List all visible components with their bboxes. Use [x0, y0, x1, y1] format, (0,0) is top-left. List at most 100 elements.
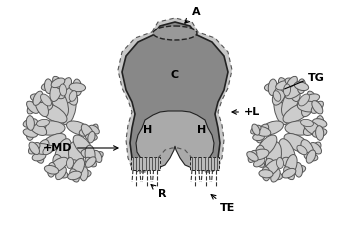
- Ellipse shape: [276, 81, 292, 90]
- Ellipse shape: [23, 129, 37, 137]
- Ellipse shape: [80, 167, 88, 181]
- Ellipse shape: [47, 84, 65, 99]
- Text: R: R: [151, 185, 167, 199]
- Polygon shape: [122, 22, 228, 169]
- Ellipse shape: [310, 143, 322, 154]
- Ellipse shape: [248, 150, 257, 163]
- Ellipse shape: [40, 134, 66, 153]
- Ellipse shape: [265, 159, 278, 177]
- Ellipse shape: [85, 134, 97, 141]
- Ellipse shape: [93, 150, 102, 163]
- Ellipse shape: [81, 124, 93, 139]
- Ellipse shape: [272, 83, 287, 105]
- Ellipse shape: [26, 126, 34, 140]
- Ellipse shape: [267, 142, 281, 170]
- Ellipse shape: [28, 120, 47, 135]
- Ellipse shape: [253, 134, 265, 141]
- Ellipse shape: [297, 145, 307, 155]
- Ellipse shape: [304, 152, 318, 161]
- Text: TG: TG: [308, 73, 325, 83]
- Ellipse shape: [313, 129, 327, 137]
- Ellipse shape: [70, 169, 79, 182]
- Ellipse shape: [294, 82, 309, 91]
- Ellipse shape: [255, 131, 262, 143]
- Ellipse shape: [81, 149, 99, 160]
- Ellipse shape: [90, 124, 98, 135]
- Ellipse shape: [307, 91, 317, 105]
- Ellipse shape: [69, 83, 85, 92]
- Ellipse shape: [301, 119, 314, 127]
- Text: A: A: [185, 7, 200, 23]
- Ellipse shape: [33, 91, 43, 105]
- Polygon shape: [190, 157, 219, 170]
- Ellipse shape: [288, 81, 300, 101]
- Ellipse shape: [251, 125, 261, 134]
- Ellipse shape: [276, 158, 284, 169]
- Ellipse shape: [36, 140, 49, 159]
- Ellipse shape: [89, 125, 99, 134]
- Ellipse shape: [283, 103, 311, 123]
- Ellipse shape: [68, 171, 82, 180]
- Ellipse shape: [33, 144, 52, 154]
- Text: TE: TE: [211, 194, 235, 213]
- Ellipse shape: [43, 145, 53, 155]
- Ellipse shape: [52, 76, 63, 89]
- Ellipse shape: [298, 79, 306, 94]
- Ellipse shape: [28, 120, 47, 135]
- Ellipse shape: [44, 79, 52, 94]
- Ellipse shape: [265, 83, 281, 92]
- Ellipse shape: [55, 139, 71, 167]
- Ellipse shape: [298, 101, 319, 112]
- Ellipse shape: [73, 135, 93, 157]
- Ellipse shape: [79, 127, 96, 136]
- Ellipse shape: [34, 150, 44, 163]
- Ellipse shape: [306, 150, 316, 163]
- Text: +L: +L: [232, 107, 260, 117]
- Ellipse shape: [264, 160, 280, 176]
- Ellipse shape: [301, 140, 314, 159]
- Ellipse shape: [27, 101, 38, 114]
- Ellipse shape: [35, 96, 48, 117]
- Ellipse shape: [85, 157, 96, 167]
- Ellipse shape: [270, 85, 289, 104]
- Ellipse shape: [257, 135, 277, 157]
- Ellipse shape: [23, 119, 37, 127]
- Ellipse shape: [294, 162, 302, 177]
- Ellipse shape: [273, 91, 281, 101]
- Ellipse shape: [69, 91, 77, 101]
- Ellipse shape: [63, 83, 78, 105]
- Ellipse shape: [253, 157, 265, 167]
- Ellipse shape: [66, 121, 90, 135]
- Ellipse shape: [60, 91, 76, 125]
- Ellipse shape: [282, 169, 296, 178]
- Ellipse shape: [50, 81, 62, 101]
- Ellipse shape: [284, 134, 310, 153]
- Ellipse shape: [285, 121, 315, 135]
- Ellipse shape: [284, 84, 290, 96]
- Ellipse shape: [66, 158, 74, 169]
- Ellipse shape: [73, 79, 82, 95]
- Ellipse shape: [39, 103, 67, 123]
- Ellipse shape: [61, 78, 71, 93]
- Text: H: H: [197, 125, 206, 135]
- Ellipse shape: [304, 94, 320, 103]
- Ellipse shape: [279, 139, 295, 167]
- Ellipse shape: [26, 116, 34, 130]
- Ellipse shape: [72, 159, 85, 177]
- Ellipse shape: [268, 79, 277, 95]
- Ellipse shape: [69, 142, 83, 170]
- Ellipse shape: [60, 84, 66, 96]
- Ellipse shape: [298, 144, 317, 154]
- Ellipse shape: [311, 101, 323, 113]
- Ellipse shape: [53, 154, 64, 175]
- Ellipse shape: [254, 157, 265, 167]
- Ellipse shape: [54, 169, 68, 178]
- Text: H: H: [144, 125, 153, 135]
- Ellipse shape: [284, 167, 294, 180]
- Ellipse shape: [274, 91, 290, 125]
- Ellipse shape: [61, 85, 80, 104]
- Ellipse shape: [153, 26, 197, 40]
- Ellipse shape: [285, 78, 299, 88]
- Ellipse shape: [259, 170, 273, 178]
- Ellipse shape: [299, 94, 309, 106]
